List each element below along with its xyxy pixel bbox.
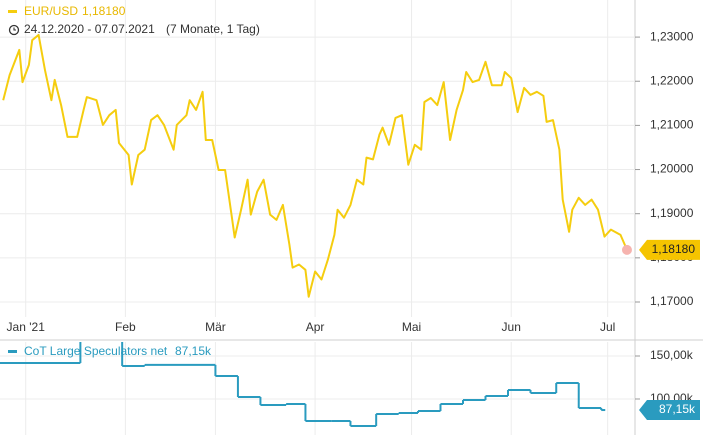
legend-value: 87,15k: [175, 344, 212, 358]
value-tag: [639, 400, 700, 421]
last-point: [621, 244, 632, 255]
x-tick-label: Apr: [306, 320, 325, 334]
value-tag-label: 87,15k: [659, 402, 696, 416]
y-tick-label: 1,19000: [650, 206, 694, 220]
clock-icon: [8, 24, 20, 36]
x-tick-label: Jul: [600, 320, 615, 334]
x-tick-label: Mär: [205, 320, 226, 334]
legend-title: EUR/USD: [24, 4, 78, 18]
date-range: 24.12.2020 - 07.07.2021: [24, 22, 155, 36]
value-tag-label: 1,18180: [652, 242, 696, 256]
value-tag: [639, 239, 700, 260]
price-line: [2, 33, 628, 298]
y-tick-label: 1,20000: [650, 162, 694, 176]
legend-swatch: [8, 10, 17, 13]
y-tick-label: 150,00k: [650, 348, 694, 362]
x-tick-label: Jun: [502, 320, 521, 334]
y-tick-label: 1,17000: [650, 294, 694, 308]
clock-hand: [13, 27, 16, 31]
x-tick-label: Mai: [402, 320, 421, 334]
legend-title: CoT Large Speculators net: [24, 344, 168, 358]
y-tick-label: 1,22000: [650, 73, 694, 87]
y-tick-label: 1,23000: [650, 29, 694, 43]
legend-value: 1,18180: [82, 4, 126, 18]
legend-swatch: [8, 350, 17, 353]
x-tick-label: Jan '21: [7, 320, 46, 334]
y-tick-label: 1,21000: [650, 118, 694, 132]
x-tick-label: Feb: [115, 320, 136, 334]
period: (7 Monate, 1 Tag): [166, 22, 260, 36]
